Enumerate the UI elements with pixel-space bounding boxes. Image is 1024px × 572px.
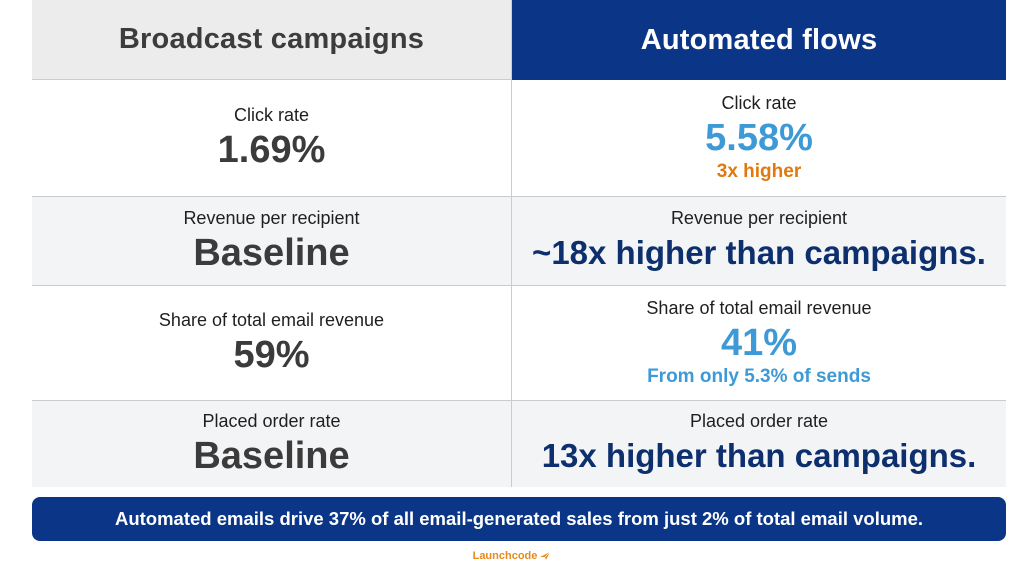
metric-label: Click rate [721,93,797,113]
metric-label: Click rate [233,105,309,125]
header-broadcast-campaigns: Broadcast campaigns [32,0,512,80]
metric-label: Placed order rate [202,411,341,431]
placed-order-rate-campaigns-cell: Placed order rate Baseline [32,401,512,487]
metric-note: 3x higher [716,161,802,182]
metric-note: From only 5.3% of sends [647,366,871,387]
revenue-share-campaigns-cell: Share of total email revenue 59% [32,286,512,401]
click-rate-campaigns-cell: Click rate 1.69% [32,80,512,197]
plane-icon [540,551,551,560]
metric-value: Baseline [193,435,350,477]
metric-value: 41% [720,322,798,364]
revenue-share-flows-cell: Share of total email revenue 41% From on… [512,286,1006,401]
metric-value: 59% [233,334,310,376]
placed-order-rate-flows-cell: Placed order rate 13x higher than campai… [512,401,1006,487]
revenue-per-recipient-campaigns-cell: Revenue per recipient Baseline [32,197,512,286]
logo-text: Launchcode [472,550,538,562]
metric-value: 13x higher than campaigns. [541,437,977,474]
metric-label: Share of total email revenue [158,310,385,330]
summary-banner-text: Automated emails drive 37% of all email-… [114,508,924,529]
summary-banner: Automated emails drive 37% of all email-… [32,497,1006,541]
metric-value: ~18x higher than campaigns. [532,234,986,271]
comparison-table: Broadcast campaigns Automated flows Clic… [32,0,1006,487]
metric-value: 1.69% [217,129,326,171]
click-rate-flows-cell: Click rate 5.58% 3x higher [512,80,1006,197]
metric-value: Baseline [193,232,350,274]
header-automated-flows: Automated flows [512,0,1006,80]
metric-value: 5.58% [705,117,813,159]
metric-label: Revenue per recipient [183,208,360,228]
metric-label: Revenue per recipient [670,208,848,228]
launchcode-logo: Launchcode [0,548,1024,564]
metric-label: Share of total email revenue [646,298,872,318]
metric-label: Placed order rate [689,411,829,431]
revenue-per-recipient-flows-cell: Revenue per recipient ~18x higher than c… [512,197,1006,286]
header-right-title: Automated flows [640,23,878,56]
header-left-title: Broadcast campaigns [118,23,425,55]
